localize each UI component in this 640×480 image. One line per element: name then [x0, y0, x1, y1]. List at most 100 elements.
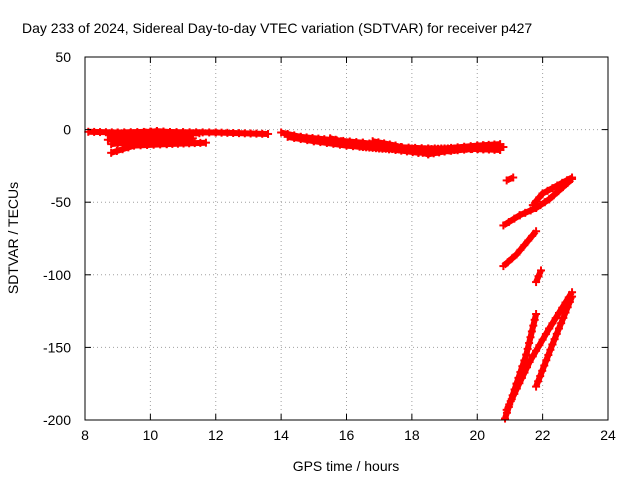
data-point-marker — [535, 341, 544, 350]
data-point-marker — [548, 319, 557, 328]
data-point-marker — [565, 297, 574, 306]
y-tick-label: -50 — [51, 194, 71, 210]
data-point-marker — [558, 178, 567, 187]
data-point-marker — [523, 344, 532, 353]
data-point-marker — [517, 373, 526, 382]
data-point-marker — [337, 137, 346, 146]
data-point-marker — [526, 206, 535, 215]
data-point-marker — [510, 389, 519, 398]
data-point-marker — [112, 147, 121, 156]
data-point-marker — [479, 141, 488, 150]
data-point-marker — [509, 173, 518, 182]
data-point-marker — [532, 382, 541, 391]
data-point-marker — [532, 278, 541, 287]
data-point-marker — [521, 208, 530, 217]
data-point-marker — [296, 135, 305, 144]
x-tick-label: 12 — [208, 427, 224, 443]
data-point-marker — [118, 145, 127, 154]
data-point-marker — [568, 173, 577, 182]
x-tick-label: 20 — [469, 427, 485, 443]
data-point-marker — [538, 335, 547, 344]
data-point-marker — [374, 138, 383, 147]
y-tick-label: -150 — [43, 339, 71, 355]
data-point-marker — [523, 363, 532, 372]
data-point-marker — [515, 211, 524, 220]
data-point-marker — [545, 324, 554, 333]
data-point-marker — [557, 319, 566, 328]
data-point-marker — [303, 136, 312, 145]
data-point-marker — [385, 140, 394, 149]
x-tick-label: 24 — [600, 427, 616, 443]
data-point-marker — [520, 368, 529, 377]
data-point-marker — [554, 324, 563, 333]
data-point-marker — [512, 250, 521, 259]
data-point-marker — [501, 414, 510, 423]
data-point-marker — [512, 384, 521, 393]
data-point-marker — [277, 128, 286, 137]
data-point-marker — [507, 395, 516, 404]
x-tick-label: 22 — [535, 427, 551, 443]
data-point-marker — [548, 340, 557, 349]
data-point-marker — [496, 145, 505, 154]
data-point-marker — [536, 201, 545, 210]
data-point-marker — [541, 330, 550, 339]
data-point-marker — [290, 133, 299, 142]
x-tick-label: 14 — [273, 427, 289, 443]
x-tick-label: 8 — [81, 427, 89, 443]
data-point-marker — [532, 227, 541, 236]
data-point-marker — [505, 400, 514, 409]
data-point-marker — [543, 186, 552, 195]
data-point-marker — [548, 184, 557, 193]
data-point-marker — [536, 266, 545, 275]
data-point-marker — [391, 141, 400, 150]
y-tick-label: 50 — [55, 49, 71, 65]
chart-title: Day 233 of 2024, Sidereal Day-to-day VTE… — [22, 20, 532, 36]
x-tick-label: 10 — [143, 427, 159, 443]
grid-lines — [85, 57, 608, 420]
data-point-marker — [185, 129, 194, 138]
data-point-marker — [550, 335, 559, 344]
data-point-marker — [516, 245, 525, 254]
data-point-marker — [107, 148, 116, 157]
data-point-marker — [499, 262, 508, 271]
data-point-marker — [380, 139, 389, 148]
data-point-marker — [563, 176, 572, 185]
data-point-marker — [201, 138, 210, 147]
data-point-marker — [545, 195, 554, 204]
data-point-marker — [568, 292, 577, 301]
data-point-marker — [526, 333, 535, 342]
data-point-marker — [515, 379, 524, 388]
data-point-marker — [549, 191, 558, 200]
data-point-marker — [524, 236, 533, 245]
y-tick-label: -100 — [43, 267, 71, 283]
data-point-marker — [504, 218, 513, 227]
data-point-marker — [542, 356, 551, 365]
data-point-marker — [499, 221, 508, 230]
data-point-marker — [534, 272, 543, 281]
axis-ticks: 8 10 12 14 16 18 20 22 24 50 0 -50 -100 -150 -200 — [43, 49, 616, 443]
data-point-marker — [195, 129, 204, 138]
data-point-marker — [368, 137, 377, 146]
data-point-marker — [347, 140, 356, 149]
x-tick-label: 16 — [339, 427, 355, 443]
data-point-marker — [520, 241, 529, 250]
data-point-marker — [396, 143, 405, 152]
data-point-marker — [124, 143, 133, 152]
data-point-marker — [353, 141, 362, 150]
data-series — [84, 127, 577, 423]
data-point-marker — [502, 405, 511, 414]
data-point-marker — [551, 314, 560, 323]
data-point-marker — [528, 352, 537, 361]
data-point-marker — [331, 135, 340, 144]
data-point-marker — [529, 321, 538, 330]
data-point-marker — [264, 129, 273, 138]
data-point-marker — [508, 254, 517, 263]
data-point-marker — [538, 366, 547, 375]
data-point-marker — [532, 346, 541, 355]
data-point-marker — [552, 329, 561, 338]
data-point-marker — [530, 315, 539, 324]
data-point-marker — [553, 181, 562, 190]
y-axis-label: SDTVAR / TECUs — [5, 182, 21, 294]
data-point-marker — [528, 231, 537, 240]
